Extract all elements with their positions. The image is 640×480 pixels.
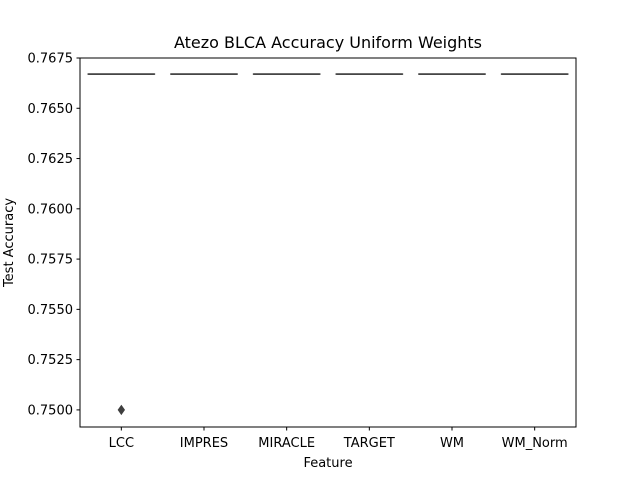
plot-area-frame (79, 57, 577, 428)
chart-title: Atezo BLCA Accuracy Uniform Weights (174, 33, 482, 52)
box-lcc (87, 73, 156, 416)
y-tick-label: 0.7550 (28, 303, 74, 318)
box-series (87, 73, 569, 416)
y-tick-label: 0.7650 (28, 102, 74, 117)
x-tick-label: WM (440, 436, 464, 451)
y-tick-label: 0.7525 (28, 353, 74, 368)
outlier-point (117, 404, 126, 416)
y-tick-label: 0.7500 (28, 403, 74, 418)
x-tick-label: LCC (109, 436, 134, 451)
x-tick-label: TARGET (343, 436, 395, 451)
y-tick-label: 0.7675 (28, 52, 74, 67)
y-axis-label: Test Accuracy (2, 198, 17, 288)
x-tick-label: IMPRES (180, 436, 228, 451)
y-tick-label: 0.7575 (28, 253, 74, 268)
x-tick-label: WM_Norm (502, 436, 568, 451)
y-tick-label: 0.7600 (28, 202, 74, 217)
y-axis-ticks: 0.7500 0.7525 0.7550 0.7575 0.7600 0.7625 0.76… (28, 52, 80, 418)
y-tick-label: 0.7625 (28, 152, 74, 167)
x-axis-label: Feature (303, 456, 352, 471)
x-tick-label: MIRACLE (258, 436, 315, 451)
x-axis-ticks: LCC IMPRES MIRACLE TARGET WM WM_Norm (109, 427, 568, 451)
